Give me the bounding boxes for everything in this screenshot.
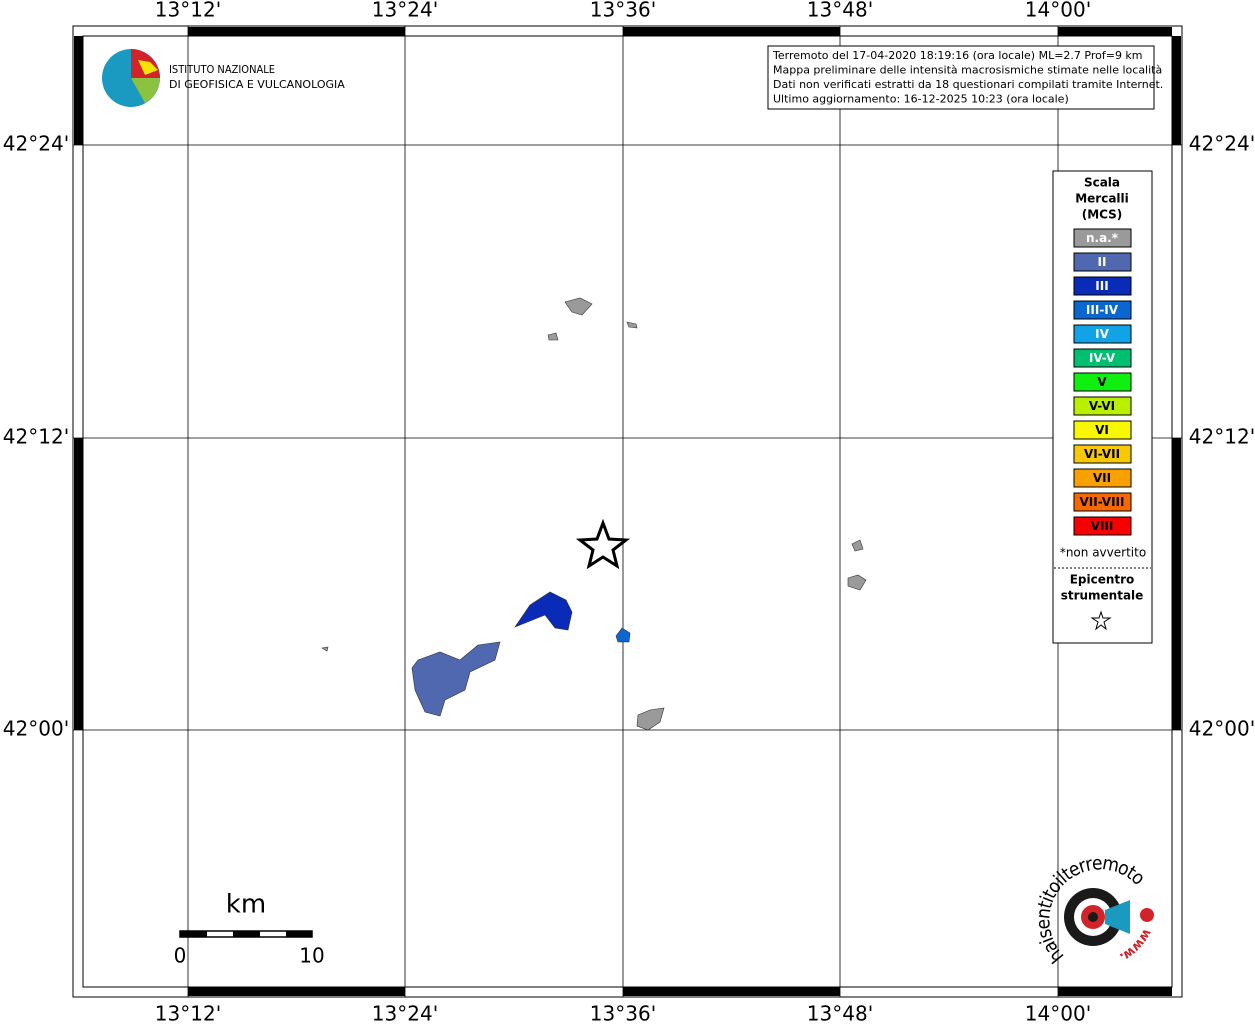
frame-bar	[1058, 27, 1172, 36]
lon-label: 14°00'	[1025, 0, 1091, 22]
frame-bar	[74, 438, 83, 730]
lat-label: 42°12'	[1189, 425, 1255, 449]
felt-area	[851, 539, 864, 552]
legend-label: II	[1098, 255, 1107, 269]
lon-label: 13°12'	[155, 1002, 221, 1025]
info-line: Ultimo aggiornamento: 16-12-2025 10:23 (…	[773, 93, 1069, 106]
legend-title: (MCS)	[1082, 208, 1123, 222]
frame-bar	[623, 987, 840, 996]
legend-label: V	[1097, 375, 1107, 389]
legend-swatch	[1073, 372, 1132, 392]
scale-end: 10	[299, 944, 324, 968]
frame-bar	[188, 27, 405, 36]
scalebar-seg	[233, 931, 260, 937]
felt-area	[411, 641, 501, 717]
legend-label: V-VI	[1089, 399, 1115, 413]
legend-swatch	[1073, 420, 1132, 440]
lat-label: 42°24'	[1189, 132, 1255, 156]
scalebar-seg	[180, 931, 207, 937]
lon-label: 13°36'	[590, 1002, 656, 1025]
frame-bar	[1172, 36, 1181, 145]
scale-unit: km	[226, 890, 266, 920]
lon-label: 13°12'	[155, 0, 221, 22]
logo-globe-part	[131, 78, 160, 103]
legend-epicenter: strumentale	[1061, 589, 1144, 603]
lat-label: 42°12'	[3, 425, 69, 449]
logo-text: ISTITUTO NAZIONALE	[169, 63, 275, 76]
scale-start: 0	[174, 944, 187, 968]
felt-area	[636, 707, 665, 731]
lon-label: 13°36'	[590, 0, 656, 22]
legend-note: *non avvertito	[1060, 546, 1146, 560]
lon-label: 13°24'	[372, 0, 438, 22]
logo-text: DI GEOFISICA E VULCANOLOGIA	[169, 78, 345, 91]
epicenter-star	[575, 518, 631, 570]
legend-title: Scala	[1084, 176, 1120, 190]
logo-globe-part	[138, 60, 158, 75]
map-area	[82, 35, 1173, 988]
lat-label: 42°24'	[3, 132, 69, 156]
frame-bar	[74, 36, 83, 145]
felt-area	[626, 321, 638, 329]
legend-swatch	[1073, 252, 1132, 272]
frame-bar	[623, 27, 840, 36]
felt-area	[847, 574, 867, 591]
felt-area	[514, 591, 573, 631]
legend-label: VII	[1093, 471, 1111, 485]
legend-star	[1090, 610, 1112, 631]
legend-swatch	[1073, 468, 1132, 488]
legend-swatch	[1073, 516, 1132, 536]
info-line: Terremoto del 17-04-2020 18:19:16 (ora l…	[772, 49, 1143, 62]
info-box	[767, 45, 1155, 110]
lat-label: 42°00'	[3, 717, 69, 741]
lat-label: 42°00'	[1189, 717, 1255, 741]
scalebar-seg	[286, 931, 312, 937]
legend-swatch	[1073, 324, 1132, 344]
legend-swatch	[1073, 276, 1132, 296]
legend-label: IV	[1095, 327, 1109, 341]
legend-epicenter: Epicentro	[1070, 573, 1135, 587]
legend-label: n.a.*	[1086, 231, 1119, 245]
legend-label: VIII	[1091, 519, 1114, 533]
badge-ring	[1088, 912, 1098, 922]
lon-label: 13°48'	[807, 0, 873, 22]
legend-label: VI-VII	[1084, 447, 1120, 461]
felt-area	[615, 627, 631, 643]
lon-label: 13°48'	[807, 1002, 873, 1025]
lon-label: 14°00'	[1025, 1002, 1091, 1025]
info-line: Mappa preliminare delle intensità macros…	[773, 64, 1162, 77]
legend-label: VII-VIII	[1079, 495, 1124, 509]
felt-area	[564, 297, 593, 316]
legend-swatch	[1073, 300, 1132, 320]
badge-q	[1140, 908, 1154, 922]
legend-swatch	[1073, 348, 1132, 368]
legend-swatch	[1073, 396, 1132, 416]
frame-bar	[1058, 987, 1172, 996]
legend-swatch	[1073, 228, 1132, 248]
lon-label: 13°24'	[372, 1002, 438, 1025]
legend-label: III-IV	[1086, 303, 1119, 317]
info-line: Dati non verificati estratti da 18 quest…	[773, 78, 1163, 91]
legend-label: IV-V	[1089, 351, 1116, 365]
legend-swatch	[1073, 492, 1132, 512]
legend-swatch	[1073, 444, 1132, 464]
frame-bar	[1172, 438, 1181, 730]
legend-label: VI	[1095, 423, 1109, 437]
legend-title: Mercalli	[1075, 192, 1129, 206]
legend-label: III	[1095, 279, 1108, 293]
frame-bar	[188, 987, 405, 996]
badge-horn	[1105, 900, 1130, 934]
felt-area	[547, 332, 559, 341]
felt-area	[321, 646, 329, 652]
